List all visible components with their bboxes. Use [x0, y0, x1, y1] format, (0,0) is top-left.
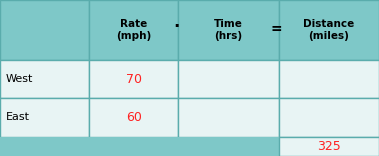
Bar [279, 136, 379, 156]
Bar [279, 0, 379, 60]
Bar [178, 98, 279, 136]
Text: 60: 60 [126, 111, 141, 124]
Text: 70: 70 [125, 73, 142, 86]
Bar [89, 60, 178, 98]
Text: 325: 325 [317, 140, 341, 153]
Text: Distance
(miles): Distance (miles) [303, 19, 354, 41]
Text: Time
(hrs): Time (hrs) [214, 19, 243, 41]
Text: West: West [6, 74, 33, 84]
Bar [178, 60, 279, 98]
Bar [0, 98, 89, 136]
Bar [279, 98, 379, 136]
Bar [0, 60, 89, 98]
Text: East: East [6, 112, 30, 122]
Bar [0, 136, 279, 156]
Bar [279, 60, 379, 98]
Bar [89, 0, 178, 60]
Bar [0, 0, 89, 60]
Text: Rate
(mph): Rate (mph) [116, 19, 151, 41]
Text: ·: · [173, 18, 179, 36]
Bar [178, 0, 279, 60]
Text: =: = [271, 22, 282, 36]
Bar [89, 98, 178, 136]
